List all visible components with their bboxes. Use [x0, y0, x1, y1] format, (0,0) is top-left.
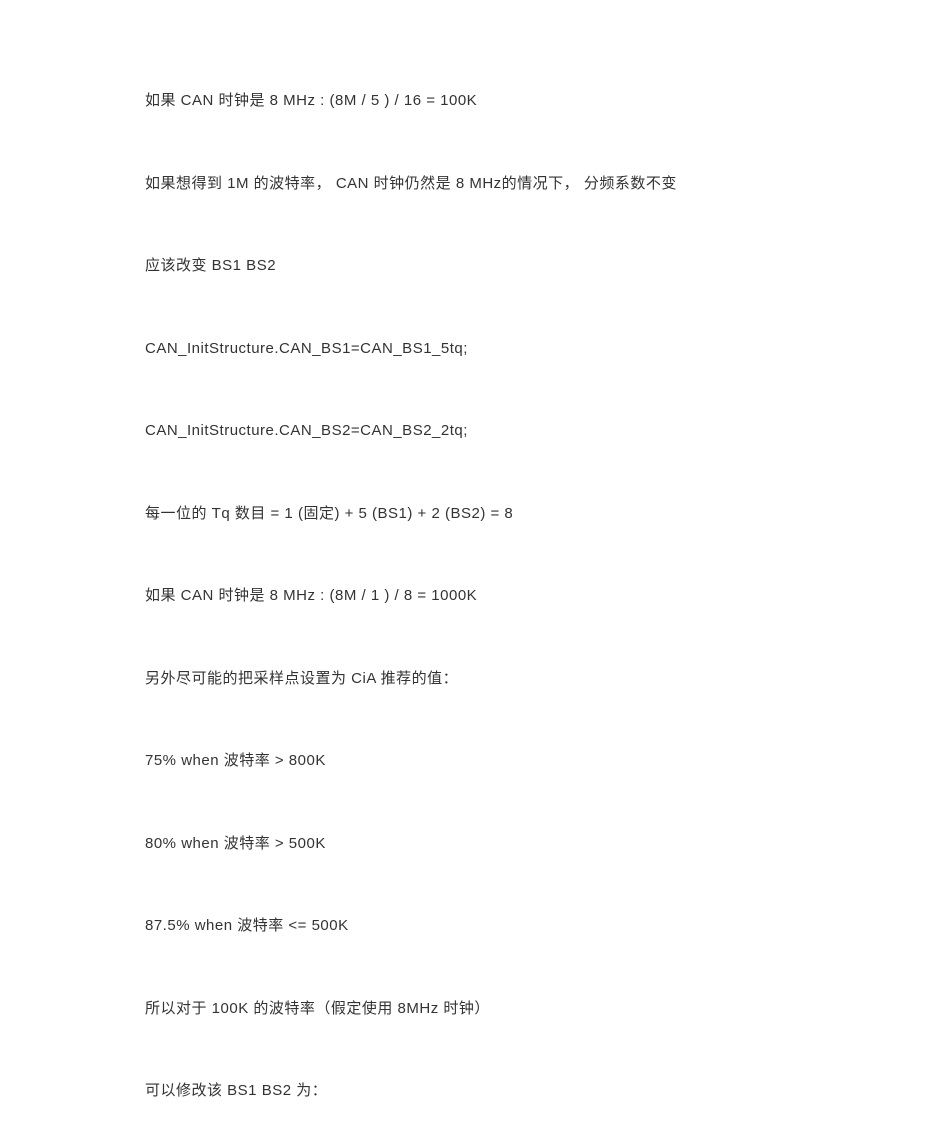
- text-line: 另外尽可能的把采样点设置为 CiA 推荐的值：: [145, 668, 800, 691]
- text-line: 如果 CAN 时钟是 8 MHz : (8M / 5 ) / 16 = 100K: [145, 90, 800, 113]
- text-line: 可以修改该 BS1 BS2 为：: [145, 1080, 800, 1103]
- text-line: 每一位的 Tq 数目 = 1 (固定) + 5 (BS1) + 2 (BS2) …: [145, 503, 800, 526]
- text-line: 如果 CAN 时钟是 8 MHz : (8M / 1 ) / 8 = 1000K: [145, 585, 800, 608]
- text-line: 如果想得到 1M 的波特率， CAN 时钟仍然是 8 MHz的情况下， 分频系数…: [145, 173, 800, 196]
- document-content: 如果 CAN 时钟是 8 MHz : (8M / 5 ) / 16 = 100K…: [145, 90, 800, 1103]
- code-line: CAN_InitStructure.CAN_BS2=CAN_BS2_2tq;: [145, 420, 800, 443]
- text-line: 应该改变 BS1 BS2: [145, 255, 800, 278]
- text-line: 75% when 波特率 > 800K: [145, 750, 800, 773]
- text-line: 87.5% when 波特率 <= 500K: [145, 915, 800, 938]
- code-line: CAN_InitStructure.CAN_BS1=CAN_BS1_5tq;: [145, 338, 800, 361]
- text-line: 所以对于 100K 的波特率（假定使用 8MHz 时钟）: [145, 998, 800, 1021]
- text-line: 80% when 波特率 > 500K: [145, 833, 800, 856]
